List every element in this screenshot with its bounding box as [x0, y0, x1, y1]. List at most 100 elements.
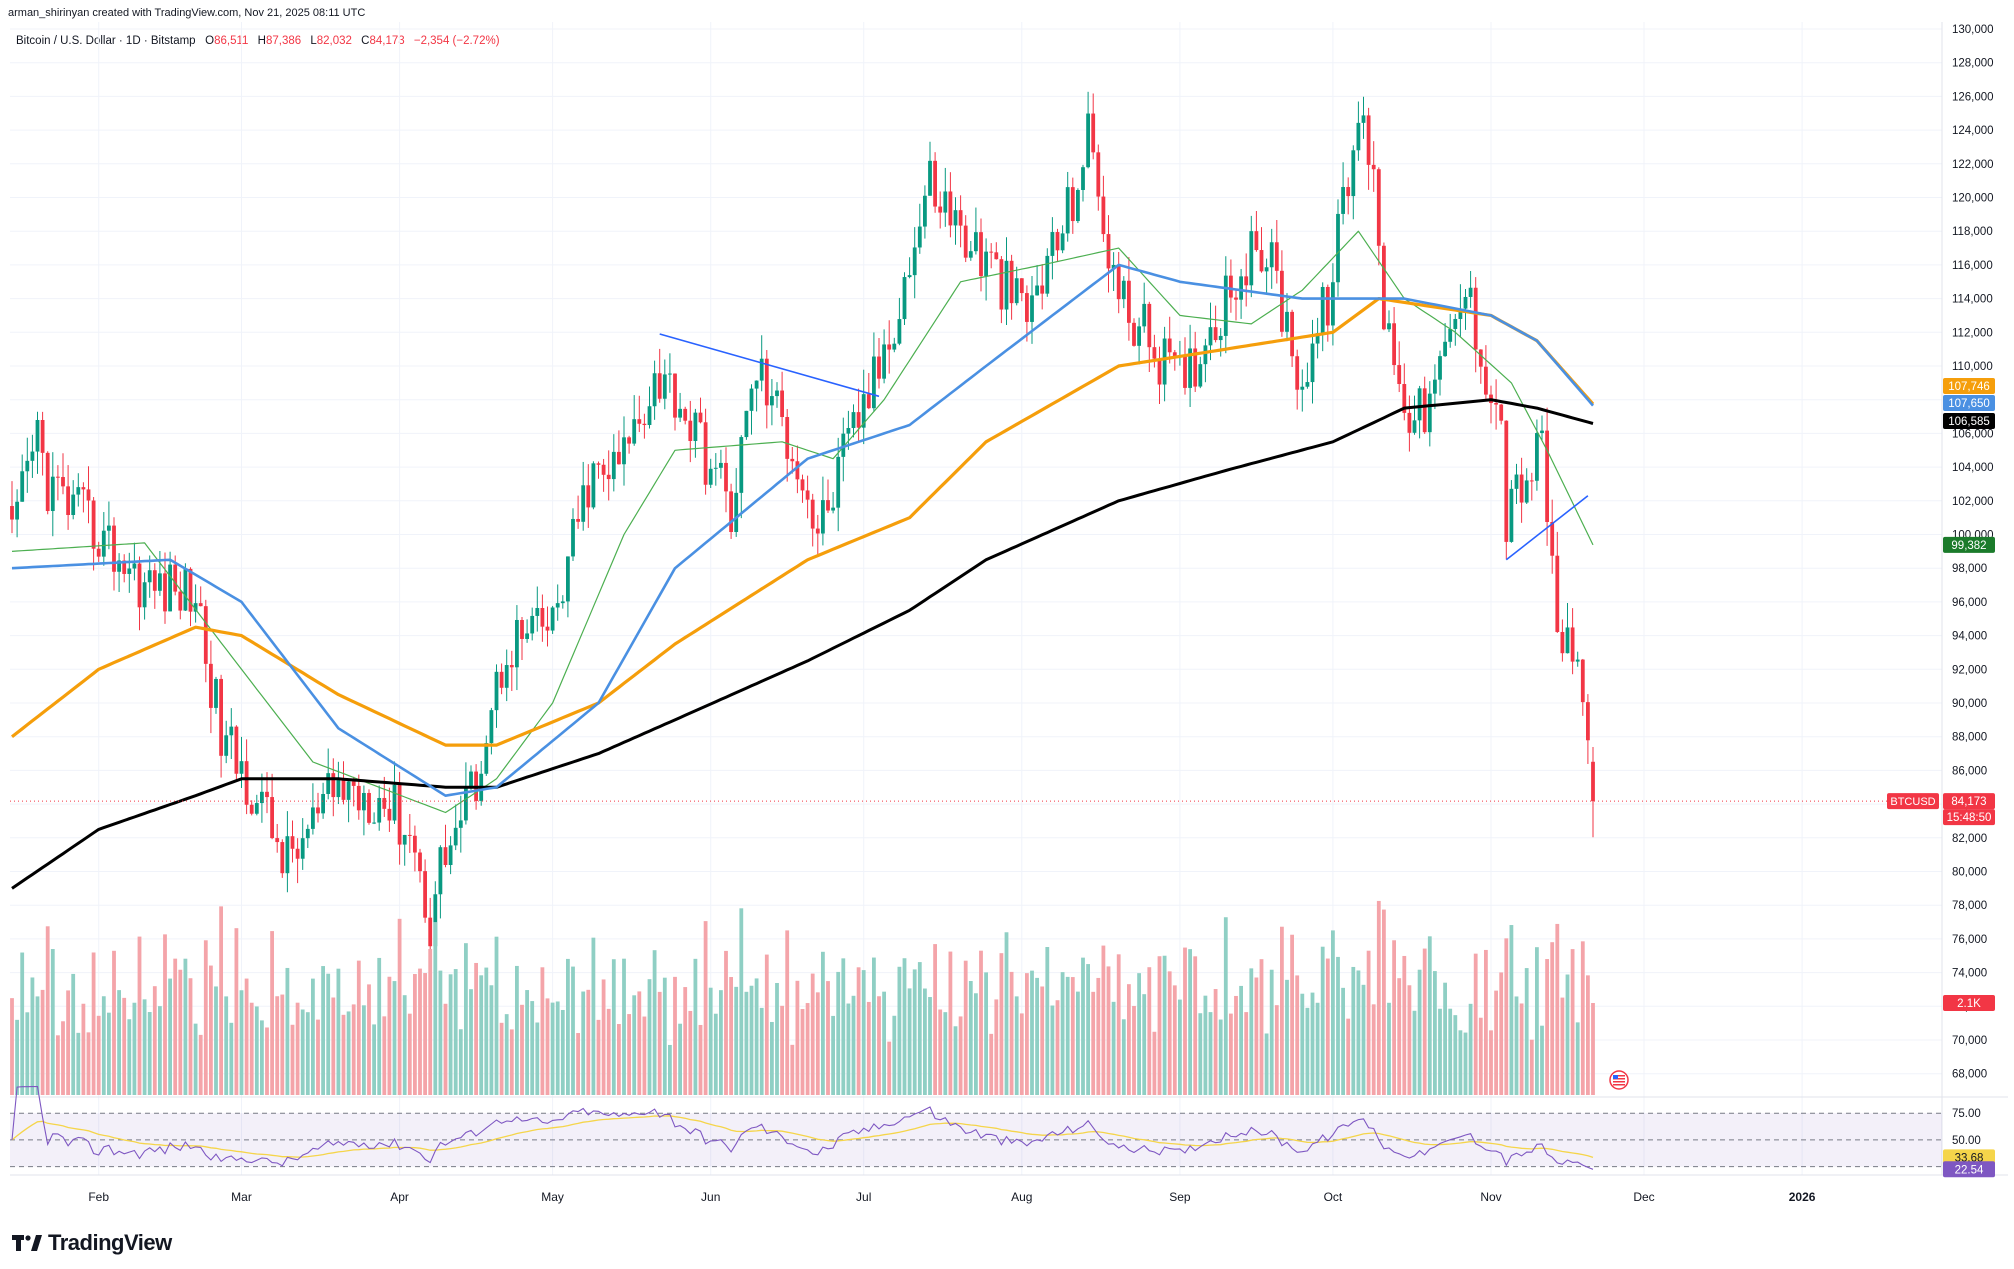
volume-bar [387, 976, 392, 1095]
price-label-green[interactable]: 99,382 [1943, 536, 1995, 553]
y-tick-label: 92,000 [1952, 664, 1987, 676]
candle-body [484, 743, 489, 774]
volume-bar [647, 979, 652, 1095]
volume-label[interactable]: 2.1K [1943, 995, 1995, 1011]
volume-bar [458, 1029, 463, 1095]
candle-body [724, 462, 728, 492]
close-value: 84,173 [369, 35, 405, 47]
candle-body [1167, 338, 1172, 353]
candle-body [877, 356, 881, 379]
symbol-tag[interactable]: BTCUSD [1887, 793, 1939, 810]
volume-bar [1178, 999, 1182, 1095]
volume-bar [1331, 930, 1335, 1095]
x-tick-label: Sep [1169, 1190, 1191, 1204]
y-tick-label: 102,000 [1952, 496, 1994, 508]
candle-body [744, 410, 749, 438]
volume-bar [938, 1009, 943, 1095]
volume-bar [305, 1012, 310, 1095]
volume-bar [713, 1013, 718, 1095]
volume-bar [831, 1015, 835, 1095]
candle-body [545, 626, 550, 631]
volume-bar [815, 992, 820, 1095]
low-value: 82,032 [316, 35, 352, 47]
candle-body [428, 917, 433, 947]
volume-label-text: 2.1K [1957, 998, 1981, 1010]
price-label-black[interactable]: 106,585 [1943, 413, 1995, 429]
author-credit: arman_shirinyan created with TradingView… [8, 7, 366, 19]
candle-body [356, 785, 361, 811]
volume-bar [601, 979, 606, 1095]
price-label-orange[interactable]: 107,746 [1943, 378, 1995, 394]
candle-body [520, 619, 524, 639]
volume-bar [1443, 982, 1447, 1095]
volume-bar [1050, 1005, 1055, 1095]
volume-bar [795, 980, 800, 1095]
candle-body [999, 259, 1004, 310]
candle-body [458, 820, 463, 828]
price-label-last[interactable]: 84,173 [1943, 793, 1995, 810]
candle-body [300, 838, 305, 859]
candle-body [316, 807, 320, 814]
candle-body [1070, 187, 1075, 222]
us-flag-icon[interactable] [1609, 1070, 1629, 1090]
candle-body [1310, 343, 1315, 383]
volume-bar [759, 1007, 764, 1095]
candle-body [1535, 433, 1539, 481]
candle-body [402, 834, 407, 845]
ema-green-line [11, 230, 1594, 814]
candle-body [1116, 264, 1121, 300]
volume-bar [311, 978, 315, 1095]
volume-bar [892, 1015, 897, 1095]
x-tick-label: Mar [231, 1190, 252, 1204]
price-label-blue[interactable]: 107,650 [1943, 395, 1995, 411]
symbol-legend[interactable]: Bitcoin / U.S. Dollar · 1D · Bitstamp O8… [16, 35, 506, 47]
volume-bar [443, 1003, 448, 1095]
volume-bar [1009, 971, 1014, 1095]
rsi-tick-label: 50.00 [1952, 1135, 1981, 1147]
volume-bar [652, 950, 657, 1095]
candle-body [754, 380, 759, 389]
volume-bar [790, 1044, 795, 1095]
volume-bar [1545, 959, 1549, 1095]
candle-body [846, 428, 851, 434]
candle-body [1463, 296, 1468, 309]
flag-stripe [1613, 1084, 1625, 1086]
candle-body [606, 474, 611, 480]
volume-bar [418, 968, 422, 1095]
candle-body [489, 710, 494, 744]
volume-bar [326, 973, 331, 1095]
candle-body [137, 563, 142, 608]
candle-body [749, 388, 754, 411]
candle-body [1132, 322, 1136, 346]
candle-body [719, 462, 723, 468]
volume-bar [423, 973, 427, 1095]
candle-body [290, 836, 295, 849]
volume-bar [770, 1021, 774, 1095]
volume-bar [1438, 1008, 1442, 1095]
candle-body [571, 518, 575, 557]
trendline-2[interactable] [1505, 495, 1589, 561]
rsi-value-label[interactable]: 22.54 [1943, 1161, 1995, 1178]
tradingview-logo[interactable]: TradingView [12, 1230, 172, 1256]
volume-bar [1019, 1013, 1024, 1095]
y-tick-label: 70,000 [1952, 1035, 1987, 1047]
y-tick-label: 128,000 [1952, 58, 1994, 70]
price-chart[interactable]: 130,000 128,000 126,000 124,000 122,000 120,0… [0, 0, 2014, 1225]
volume-bar [693, 958, 698, 1095]
trendline-1[interactable] [659, 333, 880, 398]
volume-bar [71, 973, 76, 1095]
candle-body [1285, 311, 1289, 332]
candle-body [1376, 169, 1381, 246]
volume-bar [1121, 1019, 1126, 1095]
candle-body [1473, 287, 1478, 350]
volume-bar [1300, 993, 1305, 1095]
countdown-label[interactable]: 15:48:50 [1943, 809, 1995, 826]
volume-bar [1310, 992, 1315, 1095]
flag-stripe [1613, 1081, 1625, 1083]
candle-body [708, 468, 713, 485]
volume-bar [1040, 986, 1045, 1095]
candle-body [112, 525, 116, 572]
volume-bar [198, 1034, 203, 1095]
price-label-last-bg [1943, 793, 1995, 810]
